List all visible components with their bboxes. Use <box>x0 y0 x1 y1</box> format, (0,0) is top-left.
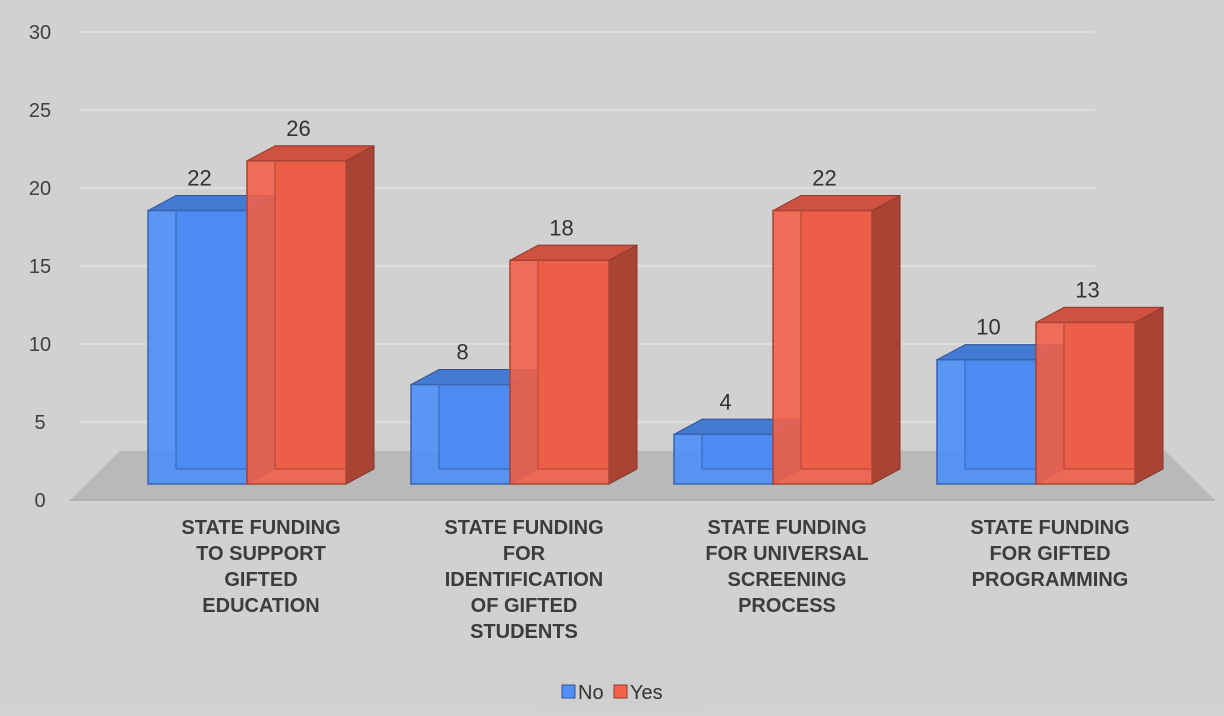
y-tick-label: 5 <box>34 412 45 434</box>
data-label: 13 <box>1075 277 1099 302</box>
legend: No Yes <box>542 673 704 711</box>
category-label-line: FOR UNIVERSAL <box>705 543 868 565</box>
bar-front <box>410 383 511 485</box>
category-label-line: EDUCATION <box>202 595 319 617</box>
legend-label: No <box>578 682 604 704</box>
category-label: STATE FUNDING FOR UNIVERSAL SCREENING PROCE… <box>705 517 868 617</box>
category-label: STATE FUNDING FOR IDENTIFICATION OF GIFTED S… <box>444 517 603 643</box>
legend-label: Yes <box>630 682 663 704</box>
category-label-line: STATE FUNDING <box>444 517 603 539</box>
bar-yes <box>1035 306 1164 485</box>
bar-front <box>936 358 1037 485</box>
category-label-line: TO SUPPORT <box>196 543 326 565</box>
bar-front <box>673 433 774 485</box>
category-label-line: STUDENTS <box>470 621 578 643</box>
y-tick-label: 30 <box>29 22 51 44</box>
legend-swatch <box>561 684 576 699</box>
bar-yes <box>246 144 375 485</box>
bar-front <box>147 209 248 485</box>
category-label-line: IDENTIFICATION <box>445 569 604 591</box>
bars <box>147 144 1164 485</box>
category-label: STATE FUNDING TO SUPPORT GIFTED EDUCATION <box>181 517 340 617</box>
bar-side <box>345 144 375 485</box>
bar-side <box>1134 306 1164 485</box>
bar-front <box>509 259 610 485</box>
data-label: 22 <box>812 166 836 191</box>
y-tick-label: 10 <box>29 334 51 356</box>
data-label: 8 <box>456 340 468 365</box>
category-label: STATE FUNDING FOR GIFTED PROGRAMMING <box>970 517 1129 591</box>
data-label: 26 <box>286 116 310 141</box>
category-label-line: PROCESS <box>738 595 836 617</box>
y-tick-label: 25 <box>29 100 51 122</box>
y-tick-label: 15 <box>29 256 51 278</box>
category-label-line: FOR <box>503 543 546 565</box>
data-label: 22 <box>187 166 211 191</box>
category-label-line: OF GIFTED <box>471 595 578 617</box>
legend-swatch <box>613 684 628 699</box>
x-axis-labels: STATE FUNDING TO SUPPORT GIFTED EDUCATIONST… <box>181 517 1129 643</box>
category-label-line: PROGRAMMING <box>972 569 1129 591</box>
data-label: 4 <box>719 389 731 414</box>
data-label: 18 <box>549 215 573 240</box>
category-label-line: STATE FUNDING <box>707 517 866 539</box>
y-axis-ticks: 0 5 10 15 20 25 30 <box>29 22 51 512</box>
category-label-line: FOR GIFTED <box>989 543 1110 565</box>
category-label-line: STATE FUNDING <box>181 517 340 539</box>
category-label-line: SCREENING <box>728 569 847 591</box>
bar-side <box>608 244 638 485</box>
bar-front <box>246 160 347 485</box>
bar-yes <box>772 194 901 485</box>
bar-front <box>1035 321 1136 485</box>
data-label: 10 <box>976 315 1000 340</box>
data-labels: 22 26 8 18 4 22 10 13 <box>187 116 1099 414</box>
y-tick-label: 20 <box>29 178 51 200</box>
y-tick-label: 0 <box>34 490 45 512</box>
bar-side <box>871 194 901 485</box>
category-label-line: STATE FUNDING <box>970 517 1129 539</box>
bar-yes <box>509 244 638 485</box>
bar-front <box>772 209 873 485</box>
category-label-line: GIFTED <box>224 569 297 591</box>
